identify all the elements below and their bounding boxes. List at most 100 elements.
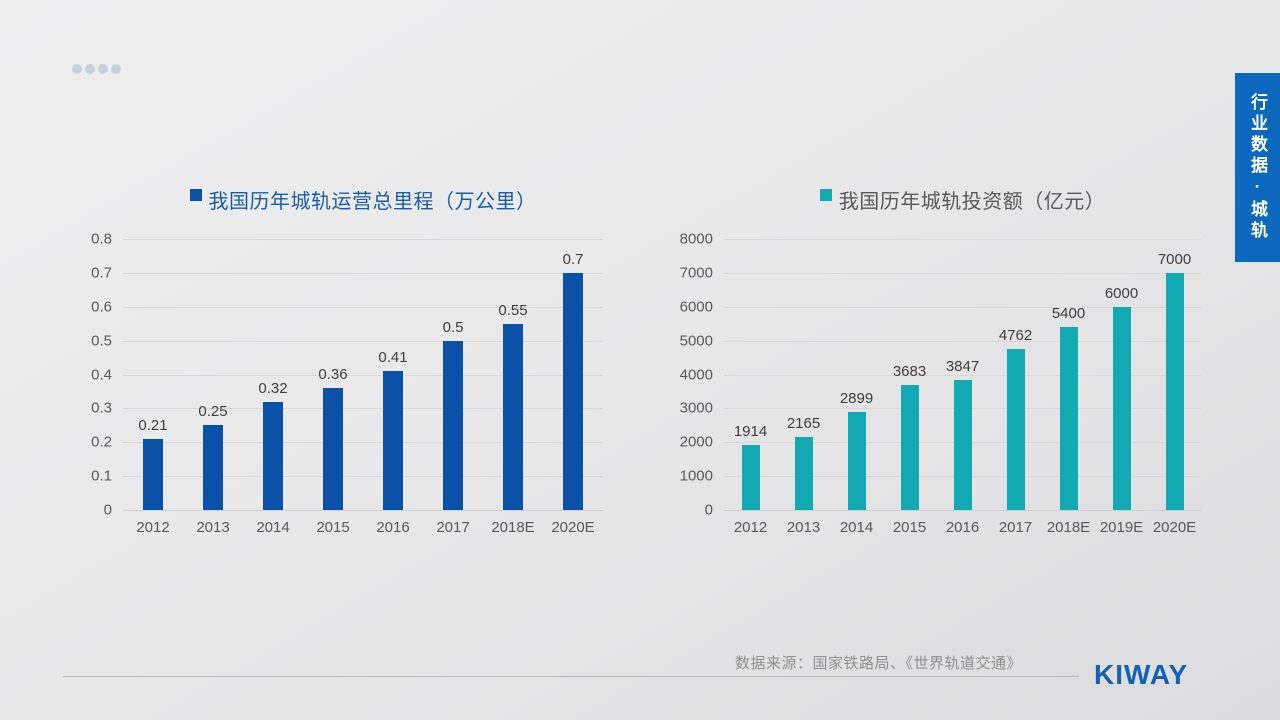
decor-dot	[72, 64, 82, 74]
bar-2012	[741, 445, 760, 510]
bar-value-label: 3847	[945, 357, 980, 375]
x-axis-tick-label: 2020E	[551, 519, 595, 536]
bar-2012	[143, 438, 163, 510]
bar-2018E	[1059, 327, 1078, 510]
bar-value-label: 3683	[892, 363, 927, 381]
bar-2020E	[1165, 272, 1184, 510]
gridline	[123, 239, 603, 240]
side-tab-label: 行业数据·城轨	[1248, 93, 1267, 242]
chart-investment-title-text: 我国历年城轨投资额（亿元）	[838, 190, 1106, 213]
x-axis-tick-label: 2017	[436, 519, 470, 536]
chart-mileage-x-axis: 2012 2013 2014 2015 2016 2017 2018E 2020E	[123, 510, 603, 542]
bar-value-label: 0.5	[442, 318, 464, 336]
gridline	[123, 374, 603, 376]
chart-mileage-title-text: 我国历年城轨运营总里程（万公里）	[208, 190, 537, 213]
bar-2014	[847, 411, 866, 510]
y-axis-tick-label: 0.2	[91, 433, 112, 451]
x-axis-tick-label: 2013	[196, 519, 230, 536]
legend-swatch-blue	[189, 189, 202, 201]
x-axis-tick-label: 2015	[892, 519, 927, 536]
x-axis-tick-label: 2015	[316, 519, 350, 536]
y-axis-tick-label: 5000	[679, 332, 713, 350]
gridline	[123, 476, 603, 478]
x-axis-tick-label: 2014	[256, 519, 290, 536]
bar-value-label: 0.41	[378, 349, 408, 367]
y-axis-tick-label: 2000	[679, 433, 713, 451]
bar-value-label: 6000	[1104, 284, 1139, 302]
y-axis-tick-label: 7000	[679, 264, 713, 282]
decor-dot	[98, 64, 108, 74]
x-axis-tick-label: 2016	[376, 519, 410, 536]
y-axis-tick-label: 0	[704, 501, 713, 519]
y-axis-tick-label: 0.7	[91, 264, 112, 282]
bar-value-label: 0.32	[258, 379, 288, 397]
x-axis-tick-label: 2013	[786, 519, 821, 536]
gridline	[724, 510, 1201, 511]
chart-mileage-plot: 0 0.1 0.2 0.3 0.4 0.5 0.6 0.7 0.8 0.21 0.25 0.32 0.3…	[91, 231, 603, 519]
bar-value-label: 1914	[733, 423, 768, 441]
legend-swatch-teal	[819, 189, 832, 201]
bar-2018E	[503, 323, 523, 510]
x-axis-tick-label: 2020E	[1152, 519, 1197, 536]
y-axis-tick-label: 0	[103, 501, 112, 519]
footer-divider	[63, 676, 1079, 677]
gridline	[123, 442, 603, 444]
y-axis-tick-label: 8000	[679, 230, 713, 248]
chart-investment-x-axis: 2012 2013 2014 2015 2016 2017 2018E 2019E 2020E	[724, 510, 1201, 542]
decor-dot	[111, 64, 121, 74]
x-axis-tick-label: 2012	[733, 519, 768, 536]
bar-value-label: 2899	[839, 389, 874, 407]
y-axis-tick-label: 0.8	[91, 230, 112, 248]
x-axis-tick-label: 2014	[839, 519, 874, 536]
bar-value-label: 4762	[998, 326, 1033, 344]
bar-2013	[794, 436, 813, 510]
x-axis-tick-label: 2016	[945, 519, 980, 536]
y-axis-tick-label: 6000	[679, 298, 713, 316]
y-axis-tick-label: 0.1	[91, 467, 112, 485]
bar-value-label: 0.21	[138, 416, 168, 434]
y-axis-tick-label: 0.6	[91, 298, 112, 316]
bar-2014	[263, 401, 283, 510]
bar-2017	[443, 340, 463, 510]
bar-value-label: 5400	[1051, 305, 1086, 323]
chart-investment-title: 我国历年城轨投资额（亿元）	[724, 183, 1201, 215]
side-tab-industry-data: 行业数据·城轨	[1235, 73, 1280, 262]
gridline	[123, 510, 603, 511]
bar-value-label: 0.25	[198, 403, 228, 421]
chart-investment: 我国历年城轨投资额（亿元） 0 1000 2000 3000 4000 5000 6000 7…	[680, 183, 1201, 542]
data-source-text: 数据来源：国家铁路局、《世界轨道交通》	[735, 655, 1023, 672]
bar-value-label: 0.55	[498, 301, 528, 319]
bar-2015	[900, 385, 919, 510]
x-axis-tick-label: 2019E	[1099, 519, 1144, 536]
y-axis-tick-label: 1000	[679, 467, 713, 485]
decor-dots	[72, 64, 121, 74]
bar-2015	[323, 388, 343, 510]
gridline	[724, 306, 1201, 308]
y-axis-tick-label: 0.3	[91, 399, 112, 417]
bar-value-label: 0.7	[562, 250, 584, 268]
bar-value-label: 2165	[786, 414, 821, 432]
chart-mileage-title: 我国历年城轨运营总里程（万公里）	[123, 183, 603, 215]
gridline	[724, 239, 1201, 240]
gridline	[123, 272, 603, 274]
y-axis-tick-label: 3000	[679, 399, 713, 417]
gridline	[724, 272, 1201, 274]
gridline	[724, 374, 1201, 376]
bar-2020E	[563, 272, 583, 510]
gridline	[123, 408, 603, 410]
y-axis-tick-label: 4000	[679, 366, 713, 383]
bar-2013	[203, 425, 223, 510]
bar-2019E	[1112, 306, 1131, 510]
decor-dot	[85, 64, 95, 74]
gridline	[724, 340, 1201, 342]
bar-value-label: 0.36	[318, 366, 348, 384]
x-axis-tick-label: 2017	[998, 519, 1033, 536]
gridline	[123, 306, 603, 308]
x-axis-tick-label: 2018E	[491, 519, 535, 536]
chart-investment-plot: 0 1000 2000 3000 4000 5000 6000 7000 8000 1914 216…	[680, 231, 1201, 519]
x-axis-tick-label: 2018E	[1046, 519, 1091, 536]
bar-2016	[383, 371, 403, 510]
bar-2016	[953, 379, 972, 510]
bar-2017	[1006, 348, 1025, 510]
